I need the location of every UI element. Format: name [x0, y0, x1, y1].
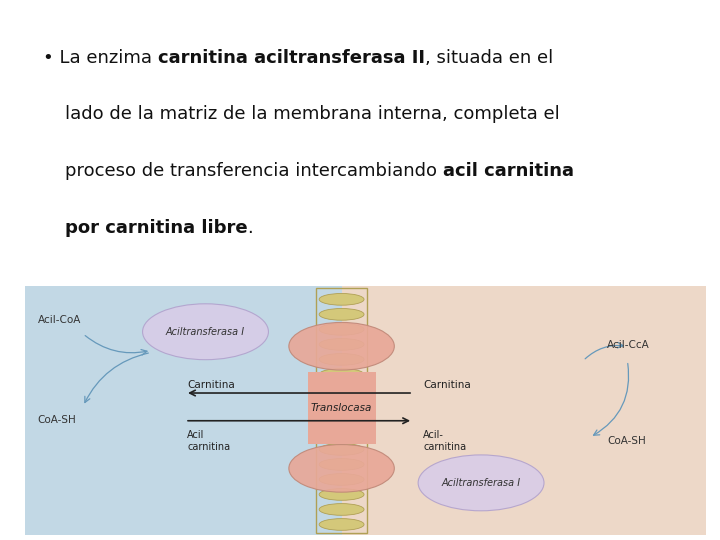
- Text: lado de la matriz de la membrana interna, completa el: lado de la matriz de la membrana interna…: [65, 105, 559, 123]
- Text: Acil-CcA: Acil-CcA: [607, 340, 649, 350]
- Ellipse shape: [289, 322, 395, 370]
- Ellipse shape: [319, 474, 364, 485]
- Bar: [316, 288, 367, 532]
- Ellipse shape: [319, 383, 364, 395]
- Ellipse shape: [319, 354, 364, 365]
- Text: CoA-SH: CoA-SH: [607, 436, 646, 446]
- Ellipse shape: [289, 444, 395, 492]
- Text: Acil-
carnitina: Acil- carnitina: [423, 430, 467, 452]
- Text: , situada en el: , situada en el: [425, 49, 553, 66]
- Bar: [307, 372, 376, 444]
- Text: Acil-CoA: Acil-CoA: [37, 315, 81, 326]
- Bar: [341, 286, 706, 535]
- Bar: [25, 286, 341, 535]
- Text: Acil
carnitina: Acil carnitina: [187, 430, 230, 452]
- Text: Aciltransferasa I: Aciltransferasa I: [441, 478, 521, 488]
- Ellipse shape: [319, 308, 364, 320]
- Ellipse shape: [319, 323, 364, 335]
- Text: Aciltransferasa I: Aciltransferasa I: [166, 327, 245, 337]
- Text: .: .: [248, 219, 253, 237]
- Ellipse shape: [319, 429, 364, 440]
- Ellipse shape: [319, 294, 364, 305]
- Text: • La enzima: • La enzima: [43, 49, 158, 66]
- Ellipse shape: [319, 368, 364, 380]
- Ellipse shape: [319, 414, 364, 426]
- Text: por carnitina libre: por carnitina libre: [65, 219, 248, 237]
- Ellipse shape: [319, 458, 364, 470]
- Ellipse shape: [319, 399, 364, 410]
- Ellipse shape: [319, 339, 364, 350]
- Text: Carnitina: Carnitina: [187, 380, 235, 390]
- Ellipse shape: [319, 489, 364, 500]
- Text: acil carnitina: acil carnitina: [443, 162, 574, 180]
- Ellipse shape: [319, 443, 364, 455]
- Text: carnitina aciltransferasa II: carnitina aciltransferasa II: [158, 49, 425, 66]
- Text: proceso de transferencia intercambiando: proceso de transferencia intercambiando: [65, 162, 443, 180]
- Ellipse shape: [418, 455, 544, 511]
- Text: Carnitina: Carnitina: [423, 380, 471, 390]
- Ellipse shape: [319, 504, 364, 515]
- Text: Translocasa: Translocasa: [311, 403, 372, 413]
- Text: CoA-SH: CoA-SH: [37, 415, 76, 425]
- Ellipse shape: [319, 518, 364, 530]
- Ellipse shape: [143, 304, 269, 360]
